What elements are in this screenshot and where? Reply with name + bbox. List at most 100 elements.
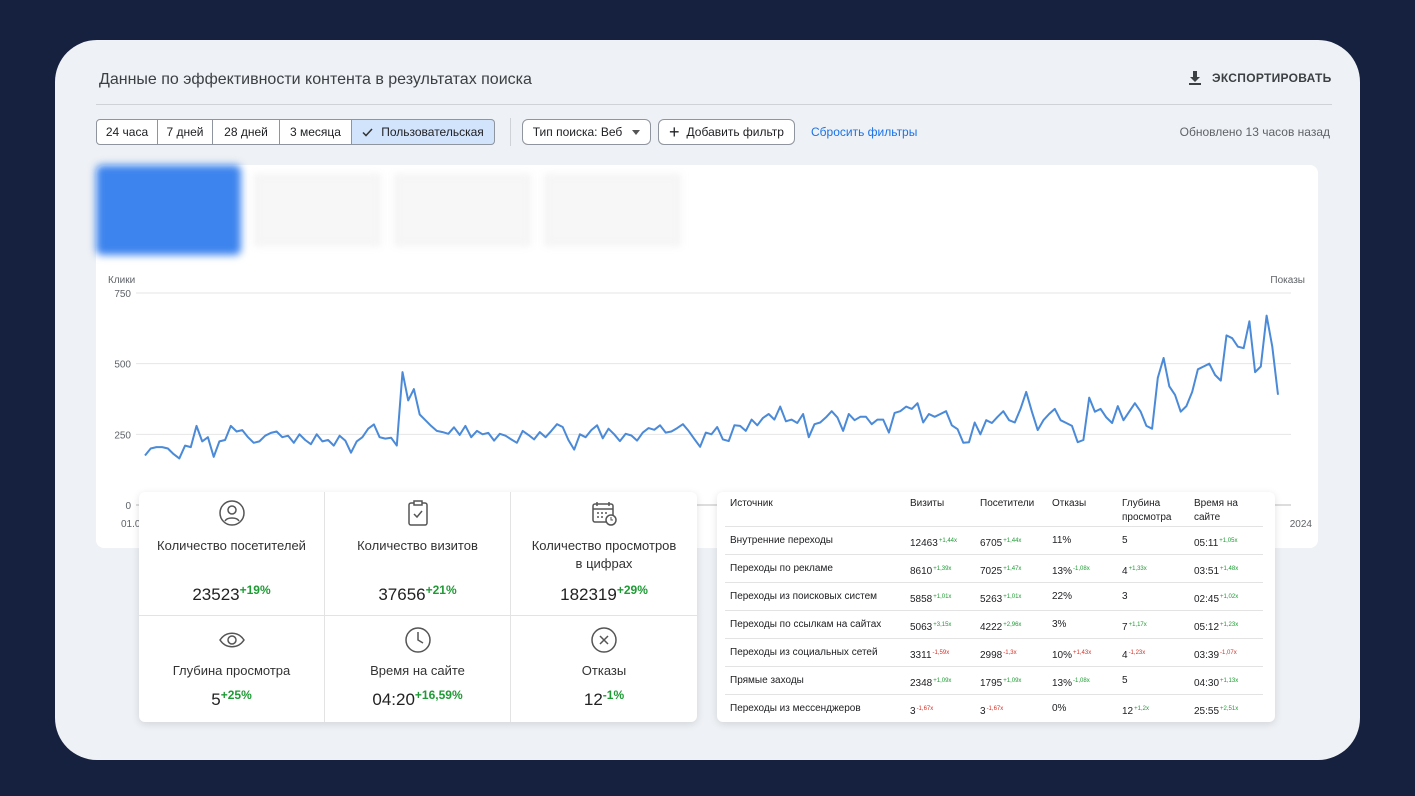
cell-value: 13% bbox=[1052, 678, 1072, 689]
cell-value: 22% bbox=[1052, 591, 1072, 602]
blurred-kpi bbox=[255, 175, 380, 245]
cell-change: +3,15x bbox=[933, 622, 951, 628]
cell-change: -1,67x bbox=[987, 706, 1004, 712]
cell-value: 3% bbox=[1052, 619, 1066, 630]
period-label: 7 дней bbox=[166, 125, 203, 139]
y-tick-label: 250 bbox=[114, 430, 131, 441]
period-button[interactable]: 3 месяца bbox=[280, 119, 352, 145]
metric-change: +29% bbox=[617, 583, 648, 597]
table-cell: 12+1,2x bbox=[1122, 702, 1149, 719]
reset-filters-link[interactable]: Сбросить фильтры bbox=[811, 125, 917, 139]
metric-value-row: 37656+21% bbox=[325, 583, 510, 605]
cell-value: 3311 bbox=[910, 650, 932, 661]
cell-value: 10% bbox=[1052, 650, 1072, 661]
period-button[interactable]: 7 дней bbox=[158, 119, 213, 145]
table-cell: 2998-1,3x bbox=[980, 646, 1017, 663]
cell-change: +1,23x bbox=[1220, 622, 1238, 628]
column-header: Посетители bbox=[980, 497, 1046, 511]
metric-value: 23523 bbox=[192, 585, 239, 604]
cell-change: -1,59x bbox=[933, 650, 950, 656]
metric-label: Количество посетителей bbox=[157, 537, 307, 575]
cell-change: +1,2x bbox=[1134, 706, 1149, 712]
download-icon bbox=[1188, 70, 1202, 86]
metric-value-row: 5+25% bbox=[139, 688, 324, 710]
cell-change: +1,01x bbox=[933, 594, 951, 600]
metric-label: Отказы bbox=[529, 662, 679, 680]
y-tick-label: 750 bbox=[114, 289, 131, 300]
metric-value: 12 bbox=[584, 690, 603, 709]
y2-axis-label: Показы bbox=[1270, 275, 1305, 286]
table-cell: 3-1,67x bbox=[910, 702, 933, 719]
cell-value: 5858 bbox=[910, 594, 932, 605]
column-header: Источник bbox=[730, 497, 900, 511]
cell-change: +1,09x bbox=[933, 678, 951, 684]
cell-change: +2,96x bbox=[1003, 622, 1021, 628]
table-cell: 03:39-1,07x bbox=[1194, 646, 1237, 663]
cell-change: +1,05x bbox=[1219, 538, 1237, 544]
metric-value: 04:20 bbox=[372, 690, 415, 709]
metric-value-row: 182319+29% bbox=[511, 583, 697, 605]
metric-label: Время на сайте bbox=[343, 662, 493, 680]
table-cell: 7025+1,47x bbox=[980, 562, 1021, 579]
metric-card: Отказы 12-1% bbox=[511, 616, 697, 722]
table-cell: 25:55+2,51x bbox=[1194, 702, 1238, 719]
table-cell: Переходы из поисковых систем bbox=[730, 590, 877, 604]
cell-change: +1,09x bbox=[1003, 678, 1021, 684]
column-header: Время на сайте bbox=[1194, 497, 1258, 525]
search-type-dropdown[interactable]: Тип поиска: Веб bbox=[522, 119, 651, 145]
sources-table: ИсточникВизитыПосетителиОтказыГлубина пр… bbox=[717, 492, 1275, 722]
metric-change: -1% bbox=[603, 688, 624, 702]
table-cell: Внутренние переходы bbox=[730, 534, 833, 548]
period-button[interactable]: 28 дней bbox=[213, 119, 280, 145]
metric-change: +21% bbox=[426, 583, 457, 597]
table-cell: 6705+1,44x bbox=[980, 534, 1021, 551]
export-button[interactable]: ЭКСПОРТИРОВАТЬ bbox=[1188, 70, 1332, 86]
table-cell: 22% bbox=[1052, 590, 1072, 604]
metric-card: Количество посетителей23523+19% bbox=[139, 492, 325, 616]
y-axis-label: Клики bbox=[108, 275, 135, 286]
metric-icon bbox=[218, 499, 246, 527]
cell-change: +1,13x bbox=[1220, 678, 1238, 684]
table-cell: 0% bbox=[1052, 702, 1066, 716]
page-title: Данные по эффективности контента в резул… bbox=[99, 71, 532, 89]
period-label: 24 часа bbox=[106, 125, 148, 139]
metric-icon bbox=[590, 499, 618, 527]
add-filter-button[interactable]: +Добавить фильтр bbox=[658, 119, 795, 145]
cell-change: -1,23x bbox=[1129, 650, 1146, 656]
metric-value-row: 12-1% bbox=[511, 688, 697, 710]
column-header: Визиты bbox=[910, 497, 976, 511]
cell-value: 12 bbox=[1122, 706, 1133, 717]
cell-value: 05:12 bbox=[1194, 622, 1219, 633]
cell-value: 05:11 bbox=[1194, 538, 1218, 549]
search-type-label: Тип поиска: Веб bbox=[533, 125, 622, 139]
table-cell: 5263+1,01x bbox=[980, 590, 1021, 607]
caret bbox=[632, 130, 640, 135]
metric-icon bbox=[404, 626, 432, 654]
plus-icon: + bbox=[669, 125, 680, 139]
table-cell: 12463+1,44x bbox=[910, 534, 957, 551]
clicks-line bbox=[145, 316, 1278, 459]
table-cell: 8610+1,39x bbox=[910, 562, 951, 579]
cell-value: 5263 bbox=[980, 594, 1002, 605]
period-button[interactable]: 24 часа bbox=[96, 119, 158, 145]
period-label: 28 дней bbox=[224, 125, 268, 139]
metric-card: Время на сайте04:20+16,59% bbox=[325, 616, 511, 722]
metric-label: Глубина просмотра bbox=[157, 662, 307, 680]
metric-icon bbox=[404, 499, 432, 527]
column-header: Отказы bbox=[1052, 497, 1118, 511]
cell-value: 5 bbox=[1122, 675, 1128, 686]
period-label: Пользовательская bbox=[381, 125, 484, 139]
metric-label: Количество просмотров в цифрах bbox=[529, 537, 679, 575]
period-button[interactable]: Пользовательская bbox=[352, 119, 495, 145]
x-tick-label: 01.0 bbox=[121, 519, 141, 530]
cell-value: 11% bbox=[1052, 535, 1071, 546]
table-cell: 3 bbox=[1122, 590, 1128, 604]
cell-change: +1,43x bbox=[1073, 650, 1091, 656]
cell-value: 12463 bbox=[910, 538, 938, 549]
table-cell: 4-1,23x bbox=[1122, 646, 1145, 663]
row-divider bbox=[725, 582, 1263, 583]
cell-value: 4 bbox=[1122, 650, 1128, 661]
table-cell: 3-1,67x bbox=[980, 702, 1003, 719]
export-label: ЭКСПОРТИРОВАТЬ bbox=[1212, 71, 1332, 85]
